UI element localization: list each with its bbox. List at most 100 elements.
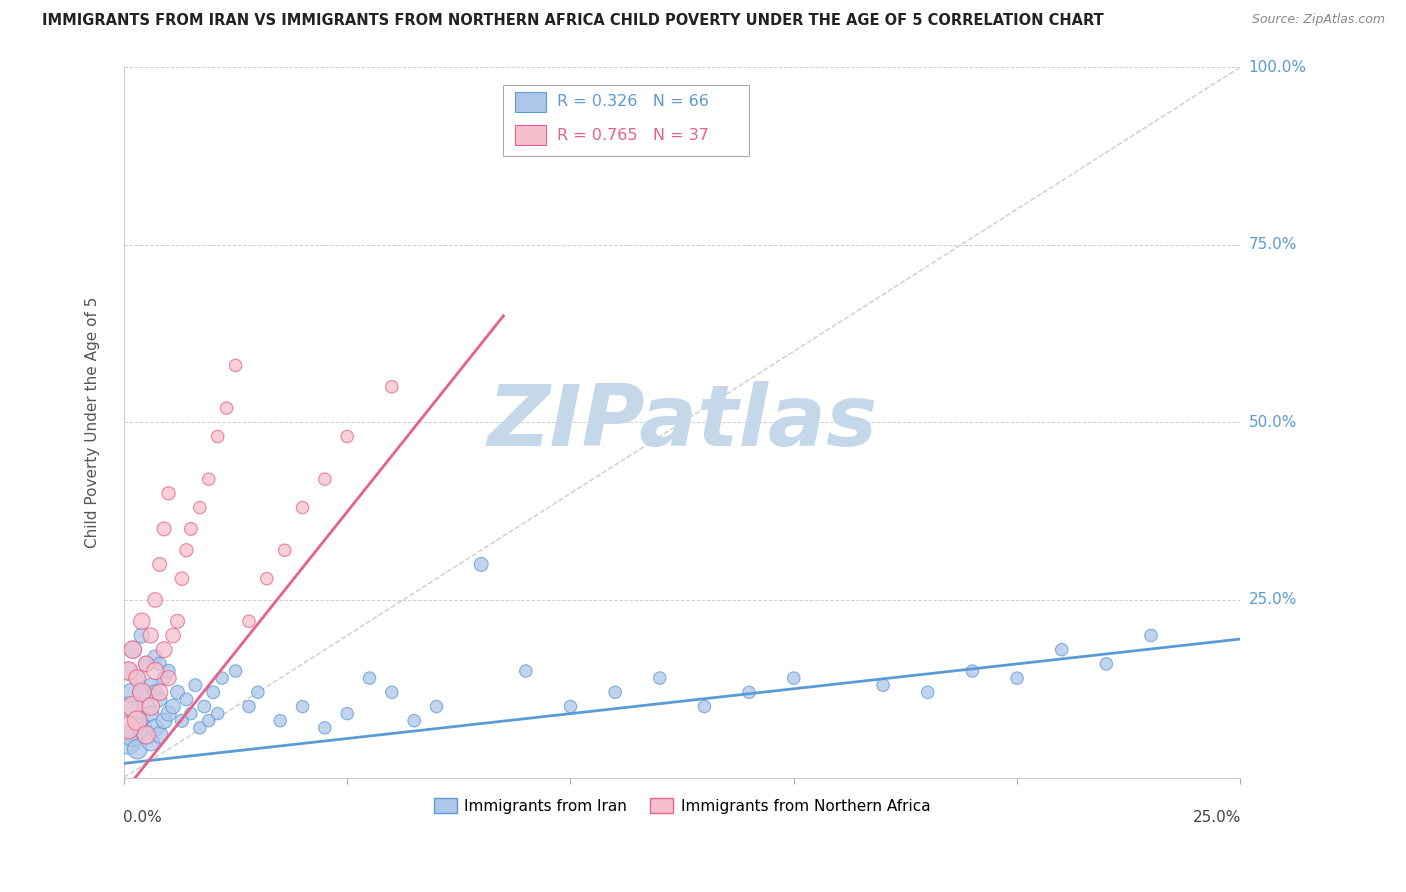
Point <box>135 728 157 742</box>
Point <box>291 500 314 515</box>
Point <box>131 685 153 699</box>
Point <box>225 359 247 373</box>
Point <box>180 706 202 721</box>
Point <box>117 664 139 678</box>
Y-axis label: Child Poverty Under the Age of 5: Child Poverty Under the Age of 5 <box>86 297 100 548</box>
Point <box>131 721 153 735</box>
Point <box>314 721 336 735</box>
Point <box>648 671 671 685</box>
Point <box>197 714 219 728</box>
Point <box>166 685 188 699</box>
Point <box>127 671 149 685</box>
Point <box>962 664 984 678</box>
Point <box>127 714 149 728</box>
Point <box>139 706 162 721</box>
Point <box>381 380 404 394</box>
Point <box>149 685 172 699</box>
Point <box>225 664 247 678</box>
Point <box>157 706 180 721</box>
Point <box>166 614 188 628</box>
Point <box>215 401 238 416</box>
Point <box>135 699 157 714</box>
Text: 25.0%: 25.0% <box>1249 592 1296 607</box>
Point <box>149 657 172 671</box>
Point <box>143 664 166 678</box>
Point <box>127 742 149 756</box>
Point <box>872 678 894 692</box>
Point <box>121 685 143 699</box>
Point <box>238 614 260 628</box>
Point <box>143 649 166 664</box>
Point <box>917 685 939 699</box>
Point <box>176 543 198 558</box>
Point <box>1140 628 1163 642</box>
Point <box>314 472 336 486</box>
Point <box>1095 657 1118 671</box>
Point <box>135 657 157 671</box>
Point <box>121 642 143 657</box>
Point <box>117 664 139 678</box>
Point <box>153 714 176 728</box>
Point <box>162 699 184 714</box>
Point <box>157 486 180 500</box>
Legend: Immigrants from Iran, Immigrants from Northern Africa: Immigrants from Iran, Immigrants from No… <box>427 791 936 820</box>
Text: R = 0.326   N = 66: R = 0.326 N = 66 <box>557 95 709 110</box>
Point <box>211 671 233 685</box>
Point <box>470 558 492 572</box>
Point <box>157 671 180 685</box>
Point <box>149 728 172 742</box>
Point <box>131 614 153 628</box>
Point <box>139 699 162 714</box>
Point <box>180 522 202 536</box>
Point <box>149 692 172 706</box>
Point <box>131 685 153 699</box>
Point <box>188 721 211 735</box>
Point <box>117 699 139 714</box>
Point <box>1005 671 1028 685</box>
Text: 75.0%: 75.0% <box>1249 237 1296 252</box>
Point <box>515 664 537 678</box>
Point <box>157 664 180 678</box>
Point <box>560 699 582 714</box>
Point <box>153 522 176 536</box>
Point <box>1050 642 1073 657</box>
Point <box>139 628 162 642</box>
FancyBboxPatch shape <box>503 85 749 156</box>
Point <box>127 671 149 685</box>
Point <box>149 558 172 572</box>
Point <box>605 685 627 699</box>
FancyBboxPatch shape <box>515 126 546 145</box>
Point <box>207 429 229 443</box>
Point <box>359 671 381 685</box>
Point <box>170 714 193 728</box>
Text: 50.0%: 50.0% <box>1249 415 1296 430</box>
Point <box>246 685 269 699</box>
Point <box>188 500 211 515</box>
Point <box>121 642 143 657</box>
Text: R = 0.765   N = 37: R = 0.765 N = 37 <box>557 128 709 143</box>
Point <box>336 429 359 443</box>
Point <box>336 706 359 721</box>
Point <box>153 671 176 685</box>
Point <box>143 721 166 735</box>
Text: Source: ZipAtlas.com: Source: ZipAtlas.com <box>1251 13 1385 27</box>
Point <box>135 728 157 742</box>
Point <box>197 472 219 486</box>
Point <box>131 628 153 642</box>
Point <box>207 706 229 721</box>
Point <box>143 593 166 607</box>
Point <box>170 572 193 586</box>
Point <box>193 699 215 714</box>
Point <box>184 678 207 692</box>
Point <box>269 714 291 728</box>
Point <box>693 699 716 714</box>
Text: 25.0%: 25.0% <box>1194 810 1241 824</box>
Text: 100.0%: 100.0% <box>1249 60 1306 75</box>
Point <box>425 699 447 714</box>
Point <box>117 721 139 735</box>
Text: ZIPatlas: ZIPatlas <box>486 381 877 464</box>
Point <box>121 699 143 714</box>
Point <box>291 699 314 714</box>
Point <box>404 714 426 728</box>
Point <box>127 714 149 728</box>
